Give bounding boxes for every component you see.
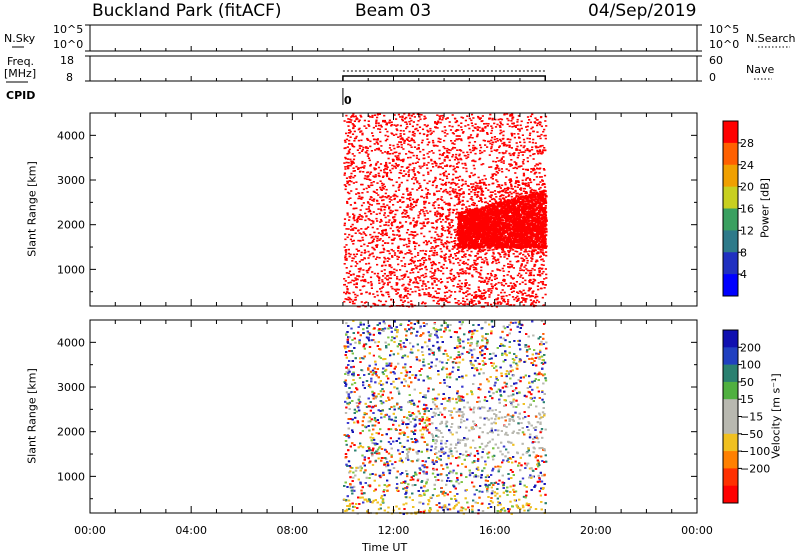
power-colorbar-segment xyxy=(723,230,738,253)
freq-label-1: Freq. xyxy=(7,55,35,68)
velocity-colorbar-tick-label: 100 xyxy=(740,359,761,372)
power-colorbar-tick-label: 24 xyxy=(740,159,754,172)
velocity-data xyxy=(342,320,548,515)
velocity-colorbar-segment xyxy=(723,330,738,348)
station-title: Buckland Park (fitACF) xyxy=(92,1,282,21)
power-colorbar-tick-label: 28 xyxy=(740,137,754,150)
velocity-colorbar-segment xyxy=(723,416,738,435)
velocity-colorbar-tick-label: −50 xyxy=(740,428,763,441)
velocity-colorbar-segment xyxy=(723,381,738,400)
power-colorbar-segment xyxy=(723,186,738,209)
power-colorbar-tick-label: 8 xyxy=(740,246,747,259)
beam-title: Beam 03 xyxy=(355,1,432,21)
velocity-colorbar-tick-label: −15 xyxy=(740,411,763,424)
freq-label-2: [MHz] xyxy=(4,67,37,80)
velocity-colorbar-segment xyxy=(723,485,738,504)
x-tick-label: 00:00 xyxy=(74,524,106,537)
x-tick-label: 12:00 xyxy=(378,524,410,537)
velocity-ytick-label: 2000 xyxy=(57,426,85,439)
velocity-colorbar-tick-label: 15 xyxy=(740,393,754,406)
power-ytick-label: 1000 xyxy=(57,263,85,276)
velocity-ytick-label: 3000 xyxy=(57,381,85,394)
nsearch-tick-bottom: 10^0 xyxy=(709,38,740,51)
velocity-colorbar-tick-label: 200 xyxy=(740,341,761,354)
velocity-colorbar-segment xyxy=(723,433,738,452)
x-tick-label: 20:00 xyxy=(580,524,612,537)
velocity-ytick-label: 1000 xyxy=(57,470,85,483)
nsearch-tick-top: 10^5 xyxy=(709,23,740,36)
velocity-frame xyxy=(89,319,698,514)
power-colorbar-tick-label: 20 xyxy=(740,181,754,194)
x-tick-label: 04:00 xyxy=(175,524,207,537)
velocity-ytick-label: 4000 xyxy=(57,336,85,349)
power-colorbar-segment xyxy=(723,208,738,231)
nsearch-label: N.Search xyxy=(746,32,796,45)
power-data xyxy=(343,113,548,308)
freq-tick-bottom: 8 xyxy=(66,71,73,84)
nsky-tick-bottom: 10^0 xyxy=(53,38,84,51)
power-colorbar-segment xyxy=(723,252,738,275)
power-colorbar-segment xyxy=(723,142,738,166)
nave-tick-bottom: 0 xyxy=(709,71,716,84)
velocity-colorbar-segment xyxy=(723,364,738,383)
velocity-colorbar-tick-label: −100 xyxy=(740,445,770,458)
power-ytick-label: 2000 xyxy=(57,219,85,232)
nave-label: Nave xyxy=(746,63,775,76)
x-tick-label: 00:00 xyxy=(681,524,713,537)
nave-tick-top: 60 xyxy=(709,54,723,67)
power-colorbar-segment xyxy=(723,164,738,188)
power-colorbar-segment xyxy=(723,274,738,297)
power-colorbar-segment xyxy=(723,121,738,144)
power-frame xyxy=(89,112,698,307)
cpid-label: CPID xyxy=(6,89,36,102)
cpid-value: 0 xyxy=(344,94,352,107)
power-colorbar-tick-label: 16 xyxy=(740,203,754,216)
velocity-colorbar-segment xyxy=(723,399,738,417)
nsky-label: N.Sky xyxy=(4,32,36,45)
power-colorbar-tick-label: 12 xyxy=(740,224,754,237)
date-title: 04/Sep/2019 xyxy=(588,1,697,21)
power-ytick-label: 4000 xyxy=(57,129,85,142)
velocity-colorbar-tick-label: −200 xyxy=(740,462,770,475)
x-tick-label: 08:00 xyxy=(276,524,308,537)
freq-tick-top: 18 xyxy=(60,54,74,67)
velocity-colorbar-segment xyxy=(723,347,738,366)
velocity-colorbar-tick-label: 50 xyxy=(740,376,754,389)
velocity-colorbar-segment xyxy=(723,451,738,469)
velocity-colorbar-segment xyxy=(723,468,738,487)
power-colorbar-tick-label: 4 xyxy=(740,268,747,281)
x-axis-label: Time UT xyxy=(362,541,408,554)
nsky-tick-top: 10^5 xyxy=(53,23,84,36)
power-ytick-label: 3000 xyxy=(57,174,85,187)
x-tick-label: 16:00 xyxy=(479,524,511,537)
